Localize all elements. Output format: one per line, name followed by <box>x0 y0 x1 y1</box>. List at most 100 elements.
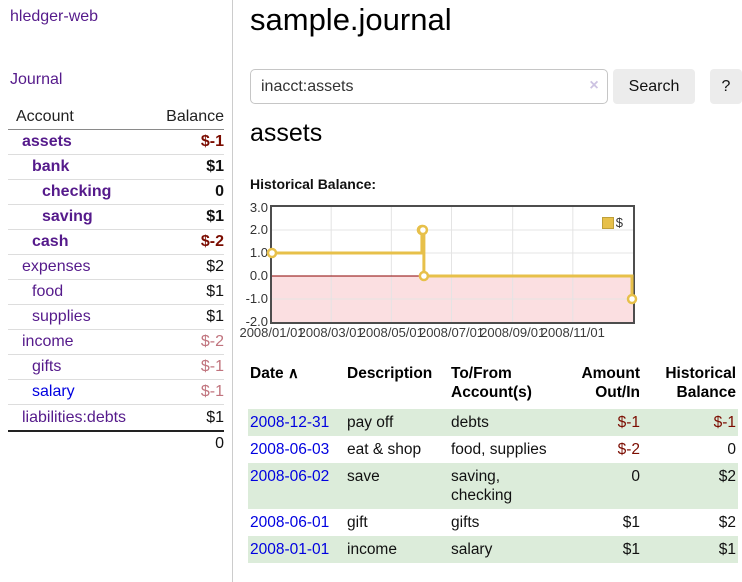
cell-amount: $1 <box>622 514 640 531</box>
account-link-food[interactable]: food <box>32 283 64 300</box>
y-axis-tick-label: -1.0 <box>245 291 268 306</box>
register-header-row: Date ∧ Description To/From Account(s) Am… <box>248 362 738 409</box>
account-row: food $1 <box>8 280 224 305</box>
column-header-accounts: To/From Account(s) <box>451 365 532 401</box>
cell-description: pay off <box>347 414 394 431</box>
account-row: saving $1 <box>8 205 224 230</box>
help-button[interactable]: ? <box>710 69 742 104</box>
account-balance: $-1 <box>200 383 224 400</box>
cell-description: gift <box>347 514 368 531</box>
accounts-column-balance: Balance <box>166 108 224 125</box>
cell-date: 2008-06-02 <box>248 463 345 509</box>
cell-accounts: salary <box>451 541 493 558</box>
cell-description: income <box>347 541 397 558</box>
account-balance: 0 <box>215 183 224 200</box>
sidebar-item-journal[interactable]: Journal <box>10 71 63 88</box>
search-button[interactable]: Search <box>613 69 695 104</box>
column-header-date: Date ∧ <box>248 362 345 409</box>
account-row: income $-2 <box>8 330 224 355</box>
account-link-gifts[interactable]: gifts <box>32 358 62 375</box>
sidebar: hledger-web Journal Account Balance asse… <box>0 0 233 582</box>
cell-amount: $1 <box>622 541 640 558</box>
cell-date: 2008-06-01 <box>248 509 345 536</box>
cell-balance: $2 <box>718 468 736 485</box>
account-balance: $-1 <box>200 358 224 375</box>
account-balance: $2 <box>206 258 224 275</box>
cell-accounts: gifts <box>451 514 480 531</box>
cell-accounts: debts <box>451 414 489 431</box>
cell-amount: $-2 <box>617 441 640 458</box>
y-axis-tick-label: 2.0 <box>249 222 268 237</box>
cell-date: 2008-06-03 <box>248 436 345 463</box>
cell-description: eat & shop <box>347 441 422 458</box>
account-balance: $1 <box>206 408 224 426</box>
clear-search-icon[interactable]: × <box>589 77 599 94</box>
register-row: 2008-06-03 eat & shop food, supplies $-2… <box>248 436 738 463</box>
account-link-expenses[interactable]: expenses <box>22 258 91 275</box>
account-heading: assets <box>250 119 323 147</box>
account-row: checking 0 <box>8 180 224 205</box>
main-content: sample.journal × Search ? assets Histori… <box>239 0 742 582</box>
cell-balance: $2 <box>718 514 736 531</box>
y-axis-tick-label: 1.0 <box>249 245 268 260</box>
column-header-amount: Amount Out/In <box>581 365 640 401</box>
register-row: 2008-06-01 gift gifts $1 $2 <box>248 509 738 536</box>
y-axis-labels: 3.0 2.0 1.0 0.0 -1.0 -2.0 <box>242 0 268 340</box>
account-link-saving[interactable]: saving <box>42 208 93 225</box>
account-link-checking[interactable]: checking <box>42 183 112 200</box>
transaction-date-link[interactable]: 2008-06-03 <box>250 441 330 458</box>
transaction-date-link[interactable]: 2008-06-02 <box>250 468 330 485</box>
account-link-cash[interactable]: cash <box>32 233 69 250</box>
account-balance: $1 <box>206 158 224 175</box>
transaction-date-link[interactable]: 2008-12-31 <box>250 414 330 431</box>
register-table: Date ∧ Description To/From Account(s) Am… <box>248 362 738 563</box>
column-header-description: Description <box>347 365 433 382</box>
accounts-table: Account Balance assets $-1 bank $1 check… <box>8 105 224 455</box>
account-row: bank $1 <box>8 155 224 180</box>
y-axis-tick-label: 0.0 <box>249 268 268 283</box>
y-axis-tick-label: -2.0 <box>245 314 268 329</box>
account-link-liabilities-debts[interactable]: liabilities:debts <box>22 408 127 426</box>
cell-date: 2008-01-01 <box>248 536 345 563</box>
account-row: cash $-2 <box>8 230 224 255</box>
x-axis-tick-label: 2008/09/01 <box>480 325 546 340</box>
accounts-column-account: Account <box>16 108 74 125</box>
sort-by-date-link[interactable]: Date <box>250 365 284 382</box>
x-axis-tick-label: 2008/03/01 <box>298 325 364 340</box>
cell-date: 2008-12-31 <box>248 409 345 436</box>
account-row: supplies $1 <box>8 305 224 330</box>
account-link-salary[interactable]: salary <box>32 383 75 400</box>
transaction-date-link[interactable]: 2008-01-01 <box>250 541 330 558</box>
account-balance: $-1 <box>200 133 224 150</box>
column-header-balance: Historical Balance <box>665 365 736 401</box>
search-input[interactable] <box>250 69 608 104</box>
chart-title: Historical Balance: <box>250 176 377 192</box>
cell-accounts: saving, checking <box>451 468 513 504</box>
register-row: 2008-12-31 pay off debts $-1 $-1 <box>248 409 738 436</box>
legend-label: $ <box>615 215 623 230</box>
chart-plot: $ <box>266 205 638 324</box>
x-axis-tick-label: 2008/07/01 <box>418 325 485 340</box>
account-row: expenses $2 <box>8 255 224 280</box>
chart-legend: $ <box>601 215 623 230</box>
account-link-income[interactable]: income <box>22 333 74 350</box>
register-row: 2008-06-02 save saving, checking 0 $2 <box>248 463 738 509</box>
cell-amount: 0 <box>631 468 640 485</box>
account-link-assets[interactable]: assets <box>22 133 72 150</box>
y-axis-tick-label: 3.0 <box>249 200 268 215</box>
x-axis-labels: 2008/01/01 2008/03/01 2008/05/01 2008/07/01… <box>239 325 633 341</box>
cell-balance: $1 <box>718 541 736 558</box>
account-link-bank[interactable]: bank <box>32 158 70 175</box>
account-link-supplies[interactable]: supplies <box>32 308 91 325</box>
account-balance: $-2 <box>200 333 224 350</box>
transaction-date-link[interactable]: 2008-06-01 <box>250 514 330 531</box>
cell-accounts: food, supplies <box>451 441 547 458</box>
x-axis-tick-label: 2008/05/01 <box>358 325 424 340</box>
accounts-table-header: Account Balance <box>8 105 224 130</box>
account-row: assets $-1 <box>8 130 224 155</box>
account-row: gifts $-1 <box>8 355 224 380</box>
app-title-link[interactable]: hledger-web <box>10 8 99 25</box>
accounts-total-row: 0 <box>8 430 224 455</box>
register-row: 2008-01-01 income salary $1 $1 <box>248 536 738 563</box>
x-axis-tick-label: 2008/01/01 <box>239 325 305 340</box>
